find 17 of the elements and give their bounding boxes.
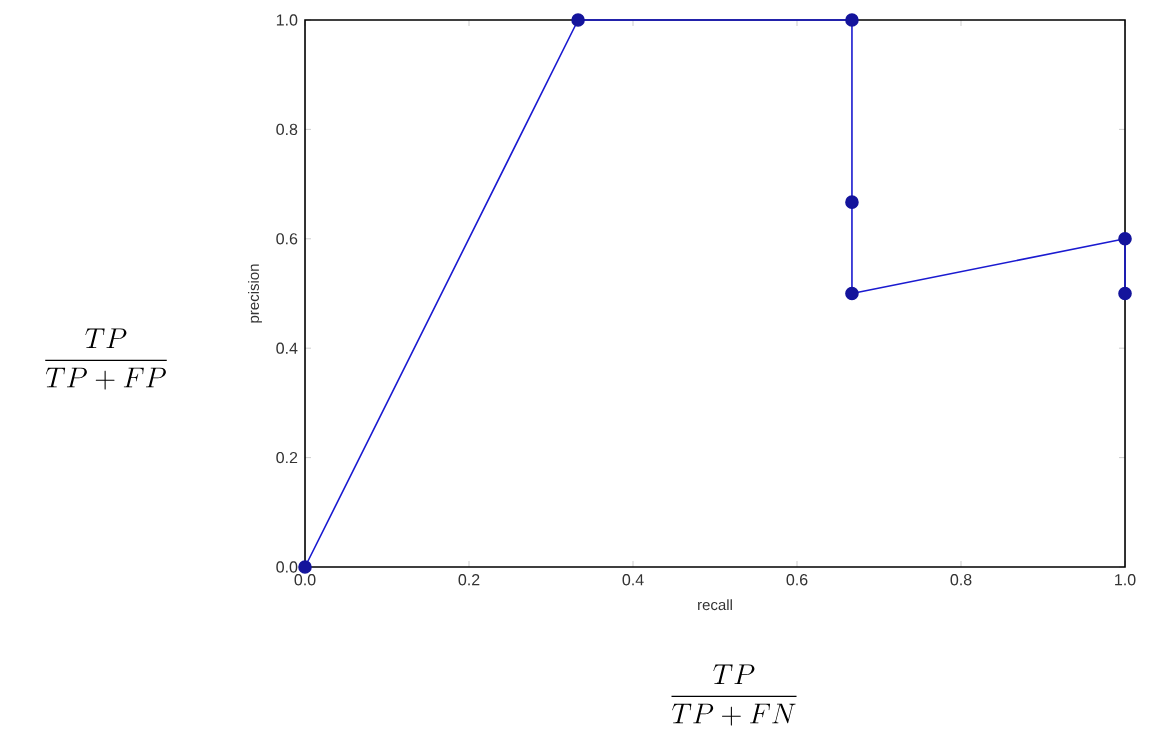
y-tick-label: 0.4 bbox=[276, 342, 298, 354]
x-tick-label: 0.0 bbox=[294, 574, 316, 586]
y-tick-label: 0.2 bbox=[276, 451, 298, 464]
point bbox=[845, 195, 859, 209]
text: $\frac{TP}{TP+FP}$ bbox=[45, 328, 167, 390]
x-tick-label: 1.0 bbox=[1115, 574, 1136, 586]
x-axis-title: recall bbox=[698, 599, 732, 611]
x-tick-label: 0.6 bbox=[786, 574, 808, 586]
y-tick-label: 0.6 bbox=[276, 233, 298, 245]
x-tick-label: 0.4 bbox=[622, 574, 644, 586]
x-tick-label: 0.8 bbox=[950, 574, 972, 586]
x-tick-label: 0.2 bbox=[458, 574, 480, 586]
y-tick-label: 1.0 bbox=[276, 14, 298, 26]
text: $\frac{TP}{TP+FN}$ bbox=[671, 664, 797, 726]
y-tick-label: 0.0 bbox=[276, 561, 298, 573]
y-axis-title: precision bbox=[248, 264, 262, 323]
y-tick-label: 0.8 bbox=[276, 123, 298, 136]
